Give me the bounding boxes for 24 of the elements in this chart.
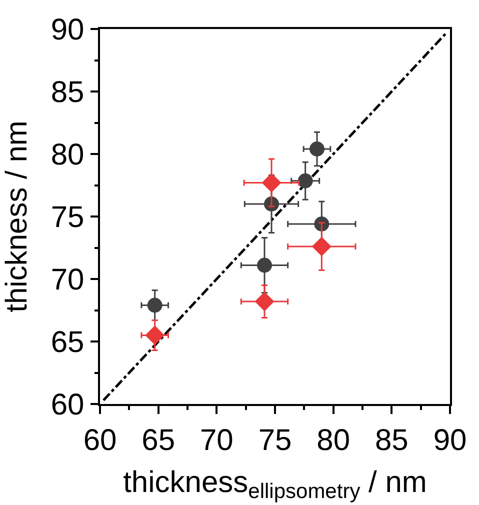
y-tick-label: 75 [50,201,84,234]
point [298,173,313,188]
point [312,236,332,256]
y-tick-label: 80 [50,138,84,172]
x-tick-label: 70 [200,424,234,457]
y-tick-label: 70 [50,264,84,296]
x-tick-label: 65 [142,424,176,457]
y-tick-label: 90 [50,14,84,46]
point [262,173,282,192]
point [145,326,165,345]
y-tick-label: 85 [50,76,84,109]
point [310,142,324,156]
point [257,258,272,273]
x-axis-title: thickness$_{ellipsometry}$ / nm [123,466,427,504]
y-tick-label: 60 [50,388,84,422]
x-tick-label: 60 [83,424,117,457]
point [254,292,274,312]
x-tick-label: 90 [433,424,467,457]
y-axis-title: thickness / nm [0,120,34,312]
x-tick-label: 75 [258,424,292,457]
point [147,298,162,313]
x-tick-label: 80 [316,424,350,457]
y-tick-label: 65 [50,326,84,359]
x-tick-label: 85 [374,424,408,457]
